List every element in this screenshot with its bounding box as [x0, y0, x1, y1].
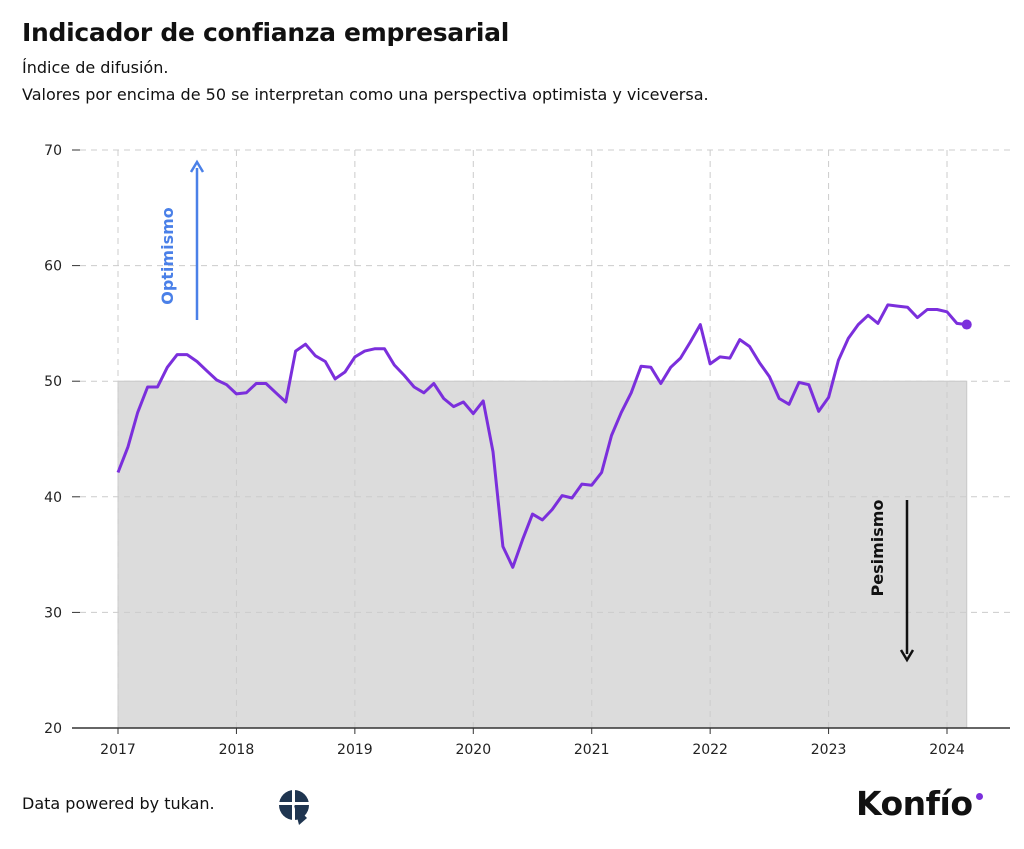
data-point: [961, 319, 972, 330]
series-line: [116, 303, 967, 569]
x-tick-label: 2019: [337, 742, 373, 758]
konfio-logo: Konfío: [856, 784, 973, 823]
y-tick-label: 30: [44, 605, 62, 621]
pessimism-label: Pesimismo: [868, 500, 887, 597]
konfio-logo-dot: [976, 793, 983, 800]
y-tick-label: 50: [44, 374, 62, 390]
chart-subtitle: Índice de difusión.: [22, 58, 169, 77]
x-tick-label: 2024: [929, 742, 965, 758]
y-tick-label: 60: [44, 259, 62, 275]
x-tick-label: 2022: [692, 742, 728, 758]
chart-subtitle-note: Valores por encima de 50 se interpretan …: [22, 85, 709, 104]
chart-title: Indicador de confianza empresarial: [22, 18, 510, 47]
footer-credit: Data powered by tukan.: [22, 794, 215, 813]
line-chart: 20 30 40 50 60 70 2017 2018 2019 2020 2021 2022 2023…: [44, 143, 1010, 758]
y-tick-label: 40: [44, 490, 62, 506]
x-tick-label: 2021: [574, 742, 610, 758]
pessimism-arrow-head: [899, 649, 915, 663]
x-tick-label: 2020: [455, 742, 491, 758]
tukan-logo: [279, 790, 309, 825]
x-tick-label: 2018: [219, 742, 255, 758]
x-tick-label: 2017: [100, 742, 136, 758]
optimism-arrow-head: [189, 159, 205, 173]
y-tick-label: 70: [44, 143, 62, 159]
x-tick-label: 2023: [811, 742, 847, 758]
pessimism-shade: [117, 380, 968, 729]
y-tick-label: 20: [44, 721, 62, 737]
optimism-label: Optimismo: [158, 207, 177, 305]
